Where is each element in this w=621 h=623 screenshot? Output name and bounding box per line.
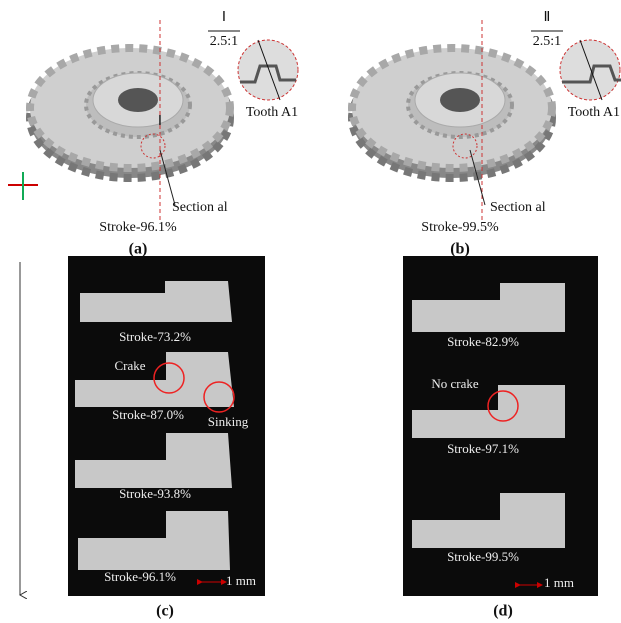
panel-label: (b) [450,241,470,258]
detail-label: Ⅱ [544,10,551,25]
panel-label: (c) [156,603,174,620]
gear-marker: Ⅰ [158,114,162,129]
stroke-label: Stroke-96.1% [99,220,177,235]
tooth-label: Tooth A1 [246,105,298,120]
stroke-label: Stroke-97.1% [447,441,519,456]
panel-label: (a) [129,241,148,258]
scale-bar-label: 1 mm [544,575,574,590]
note: Crake [114,358,145,373]
panel-label: (d) [493,603,513,620]
stroke-label: Stroke-73.2% [119,329,191,344]
stroke-label: Stroke-87.0% [112,407,184,422]
scale-bar-label: 1 mm [226,573,256,588]
section-label: Section al [172,200,228,215]
stroke-label: Stroke-96.1% [104,569,176,584]
note: No crake [431,376,479,391]
section-label: Section al [490,200,546,215]
tooth-label: Tooth A1 [568,105,620,120]
detail-scale: 2.5:1 [210,34,238,49]
stroke-label: Stroke-93.8% [119,486,191,501]
figure: Ⅰ 2.5:1 Tooth A1 Ⅰ Section al Stroke-96.… [0,0,621,623]
stroke-label: Stroke-82.9% [447,334,519,349]
stroke-label: Stroke-99.5% [447,549,519,564]
detail-label: Ⅰ [222,10,226,25]
detail-scale: 2.5:1 [533,34,561,49]
note: Sinking [208,414,249,429]
stroke-label: Stroke-99.5% [421,220,499,235]
